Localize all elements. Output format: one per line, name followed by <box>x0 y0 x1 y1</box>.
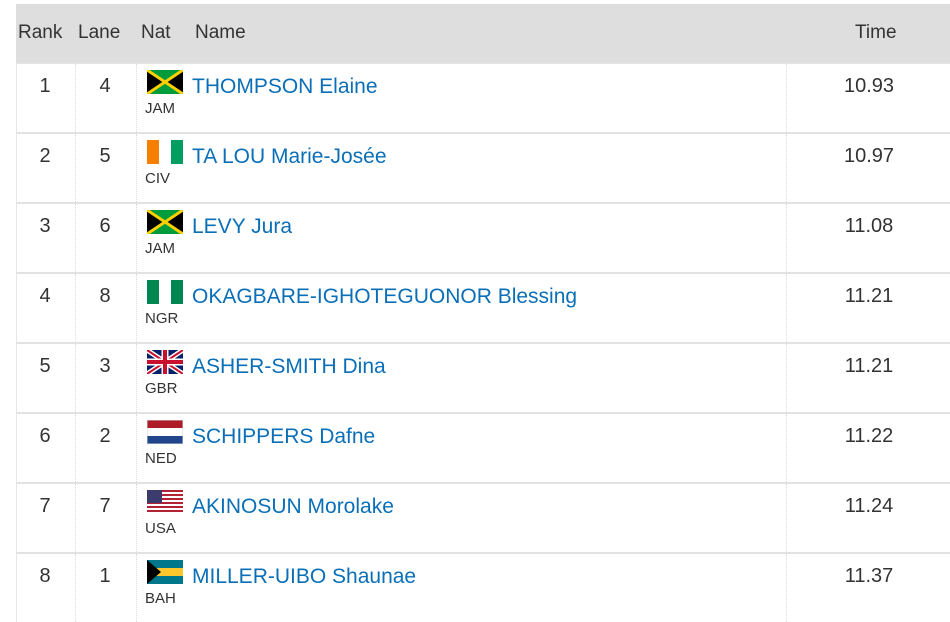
athlete-name[interactable]: OKAGBARE-IGHOTEGUONOR Blessing <box>192 285 578 308</box>
column-divider <box>136 134 137 202</box>
flag-icon <box>147 70 183 94</box>
rank: 5 <box>39 355 51 377</box>
flag-icon <box>147 420 183 444</box>
column-divider <box>75 204 76 272</box>
nat-code: NED <box>145 450 177 467</box>
table-row: 3 6 JAM LEVY Jura 11.08 <box>16 202 950 272</box>
rank: 6 <box>39 425 51 447</box>
column-divider <box>75 274 76 342</box>
col-lane: Lane <box>78 22 121 43</box>
table-row: 7 7 USA AKINOSUN Morolake 11.24 <box>16 482 950 552</box>
column-divider <box>786 484 787 552</box>
nat-code: JAM <box>145 240 175 257</box>
column-divider <box>136 204 137 272</box>
table-header: Rank Lane Nat Name Time <box>16 4 950 62</box>
flag-icon <box>147 490 183 514</box>
table-row: 8 1 BAH MILLER-UIBO Shaunae 11.37 <box>16 552 950 622</box>
time: 10.97 <box>843 145 895 167</box>
time: 11.37 <box>844 565 894 587</box>
column-divider <box>786 344 787 412</box>
column-divider <box>75 134 76 202</box>
table-row: 6 2 NED SCHIPPERS Dafne 11.22 <box>16 412 950 482</box>
rank: 3 <box>39 215 51 237</box>
lane: 2 <box>99 425 111 447</box>
rank: 7 <box>39 495 51 517</box>
col-rank: Rank <box>18 22 63 43</box>
column-divider <box>136 484 137 552</box>
nat-code: BAH <box>145 590 176 607</box>
lane: 8 <box>99 285 111 307</box>
athlete-name[interactable]: LEVY Jura <box>192 215 293 238</box>
col-nat: Nat <box>141 22 171 43</box>
athlete-name[interactable]: SCHIPPERS Dafne <box>192 425 376 448</box>
flag-icon <box>147 210 183 234</box>
table-row: 5 3 GBR ASHER-SMITH Dina 11.21 <box>16 342 950 412</box>
table-row: 2 5 CIV TA LOU Marie-Josée 10.97 <box>16 132 950 202</box>
nat-code: GBR <box>145 380 178 397</box>
time: 11.21 <box>844 285 894 307</box>
lane: 7 <box>99 495 111 517</box>
column-divider <box>136 274 137 342</box>
column-divider <box>136 414 137 482</box>
column-divider <box>75 554 76 622</box>
lane: 4 <box>99 75 111 97</box>
flag-icon <box>147 280 183 304</box>
athlete-name[interactable]: THOMPSON Elaine <box>192 75 378 98</box>
column-divider <box>786 204 787 272</box>
time: 11.08 <box>844 215 894 237</box>
time: 11.21 <box>844 355 894 377</box>
lane: 6 <box>99 215 111 237</box>
table-row: 4 8 NGR OKAGBARE-IGHOTEGUONOR Blessing 11.21 <box>16 272 950 342</box>
column-divider <box>75 64 76 132</box>
column-divider <box>786 554 787 622</box>
table-row: 1 4 JAM THOMPSON Elaine 10.93 <box>16 62 950 132</box>
nat-code: CIV <box>145 170 171 187</box>
nat-code: JAM <box>145 100 175 117</box>
flag-icon <box>147 560 183 584</box>
col-name: Name <box>195 22 246 43</box>
column-divider <box>136 344 137 412</box>
column-divider <box>136 554 137 622</box>
lane: 3 <box>99 355 111 377</box>
flag-icon <box>147 350 183 374</box>
rank: 4 <box>39 285 51 307</box>
time: 11.22 <box>844 425 894 447</box>
time: 10.93 <box>843 75 895 97</box>
nat-code: NGR <box>145 310 179 327</box>
lane: 5 <box>99 145 111 167</box>
rank: 1 <box>39 75 51 97</box>
time: 11.24 <box>844 495 894 517</box>
column-divider <box>786 134 787 202</box>
athlete-name[interactable]: TA LOU Marie-Josée <box>192 145 387 168</box>
column-divider <box>786 274 787 342</box>
lane: 1 <box>99 565 111 587</box>
column-divider <box>786 64 787 132</box>
column-divider <box>75 414 76 482</box>
rank: 2 <box>39 145 51 167</box>
col-time: Time <box>855 22 897 43</box>
athlete-name[interactable]: MILLER-UIBO Shaunae <box>192 565 417 588</box>
column-divider <box>75 484 76 552</box>
column-divider <box>786 414 787 482</box>
athlete-name[interactable]: ASHER-SMITH Dina <box>192 355 386 378</box>
athlete-name[interactable]: AKINOSUN Morolake <box>192 495 394 518</box>
flag-icon <box>147 140 183 164</box>
column-divider <box>75 344 76 412</box>
column-divider <box>136 64 137 132</box>
nat-code: USA <box>145 520 176 537</box>
rank: 8 <box>39 565 51 587</box>
